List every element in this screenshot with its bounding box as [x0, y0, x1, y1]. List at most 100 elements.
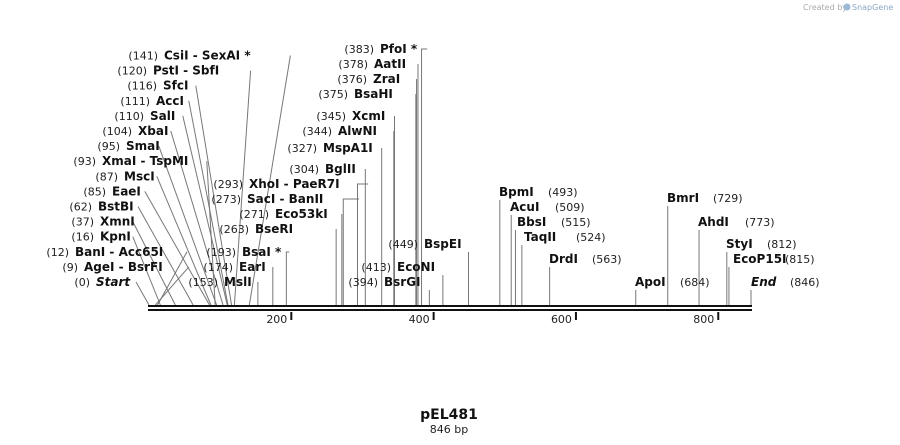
site-position: (684)	[680, 276, 710, 289]
enzyme-name: EaeI	[112, 184, 141, 198]
site-label-eari[interactable]: (174) EarI	[203, 260, 265, 274]
site-label-bspei[interactable]: (449) BspEI	[388, 237, 461, 251]
site-position: (9)	[62, 261, 78, 274]
leader-xmai-tspmi	[206, 161, 216, 306]
site-position: (304)	[289, 163, 319, 176]
enzyme-name: BsaHI	[354, 87, 393, 101]
site-label-bglii[interactable]: (304) BglII	[289, 162, 355, 176]
site-label-taqii[interactable]: TaqII (524)	[524, 230, 606, 244]
enzyme-name: PstI - SbfI	[153, 64, 219, 78]
site-label-start[interactable]: (0) Start	[74, 275, 131, 289]
enzyme-name: AhdI	[698, 215, 729, 229]
site-label-acci[interactable]: (111) AccI	[120, 94, 184, 108]
site-label-end[interactable]: End (846)	[751, 275, 820, 289]
site-label-sfci[interactable]: (116) SfcI	[127, 79, 188, 93]
tick-label: 200	[266, 313, 287, 326]
site-label-alwni[interactable]: (344) AlwNI	[302, 124, 377, 138]
site-label-xhoi-paer7i[interactable]: (293) XhoI - PaeR7I	[213, 177, 339, 191]
enzyme-name: Start	[96, 275, 131, 289]
enzyme-name: ApoI	[635, 275, 666, 289]
enzyme-name: XbaI	[138, 124, 168, 138]
enzyme-name: BsrGI	[384, 275, 421, 289]
site-label-bsahi[interactable]: (375) BsaHI	[318, 87, 393, 101]
site-label-bbsi[interactable]: BbsI (515)	[517, 215, 591, 229]
enzyme-name: MspA1I	[323, 141, 373, 155]
site-position: (120)	[117, 65, 147, 78]
site-position: (413)	[361, 261, 391, 274]
site-label-xcmi[interactable]: (345) XcmI	[316, 109, 385, 123]
site-position: (16)	[71, 231, 94, 244]
site-label-xmni[interactable]: (37) XmnI	[71, 215, 134, 229]
site-label-saci-banii[interactable]: (273) SacI - BanII	[211, 192, 323, 206]
site-label-eaei[interactable]: (85) EaeI	[83, 184, 141, 198]
site-position: (273)	[211, 193, 241, 206]
enzyme-name: BglII	[325, 162, 356, 176]
site-label-msci[interactable]: (87) MscI	[95, 169, 154, 183]
site-position: (37)	[71, 216, 94, 229]
leader-pfoi	[421, 48, 428, 305]
enzyme-name: BanI - Acc65I	[75, 245, 163, 259]
enzyme-name: EarI	[239, 260, 266, 274]
site-label-bseri[interactable]: (263) BseRI	[219, 222, 293, 236]
plasmid-name[interactable]: pEL481	[420, 407, 478, 423]
site-position: (563)	[592, 253, 622, 266]
site-label-zrai[interactable]: (376) ZraI	[337, 72, 400, 86]
enzyme-name: End	[751, 275, 777, 289]
site-label-eco53ki[interactable]: (271) Eco53kI	[239, 207, 327, 221]
site-label-styi[interactable]: StyI (812)	[726, 237, 797, 251]
enzyme-name: EcoNI	[397, 260, 435, 274]
tick-label: 400	[409, 313, 430, 326]
site-label-sali[interactable]: (110) SalI	[114, 109, 175, 123]
enzyme-name: SmaI	[126, 139, 160, 153]
enzyme-name: MscI	[124, 169, 155, 183]
site-label-smai[interactable]: (95) SmaI	[97, 139, 159, 153]
site-label-ahdi[interactable]: AhdI (773)	[698, 215, 775, 229]
leader-start	[135, 281, 150, 306]
site-label-mspa1i[interactable]: (327) MspA1I	[287, 141, 372, 155]
site-label-aatii[interactable]: (378) AatII	[338, 57, 406, 71]
site-position: (104)	[102, 125, 132, 138]
snapgene-logo-icon	[843, 3, 851, 11]
site-label-bsrgi[interactable]: (394) BsrGI	[348, 275, 420, 289]
site-position: (376)	[337, 73, 367, 86]
enzyme-name: ZraI	[373, 72, 400, 86]
site-label-bsai[interactable]: (193) BsaI *	[206, 245, 282, 259]
site-label-econi[interactable]: (413) EcoNI	[361, 260, 435, 274]
leader-lines	[132, 48, 752, 306]
leader-eaei	[144, 191, 210, 306]
site-position: (193)	[206, 246, 236, 259]
enzyme-name: TaqII	[524, 230, 556, 244]
enzyme-name: BmrI	[667, 191, 699, 205]
site-position: (271)	[239, 208, 269, 221]
site-label-msli[interactable]: (153) MslI	[188, 275, 251, 289]
site-position: (773)	[745, 216, 775, 229]
site-label-bmri[interactable]: BmrI (729)	[667, 191, 743, 205]
site-label-kpni[interactable]: (16) KpnI	[71, 230, 131, 244]
site-position: (85)	[83, 185, 106, 198]
backbone	[148, 305, 752, 311]
site-label-bstbi[interactable]: (62) BstBI	[69, 200, 133, 214]
site-label-csii-sexai[interactable]: (141) CsiI - SexAI *	[128, 49, 251, 63]
site-label-psti-sbfi[interactable]: (120) PstI - SbfI	[117, 64, 219, 78]
site-label-bpmi[interactable]: BpmI (493)	[499, 185, 578, 199]
site-label-drdi[interactable]: DrdI (563)	[549, 252, 622, 266]
site-label-apoi[interactable]: ApoI (684)	[635, 275, 710, 289]
site-label-pfoi[interactable]: (383) PfoI *	[344, 42, 417, 56]
enzyme-name: AccI	[156, 94, 184, 108]
enzyme-name: DrdI	[549, 252, 578, 266]
enzyme-name: BpmI	[499, 185, 534, 199]
site-label-bani-acc65i[interactable]: (12) BanI - Acc65I	[46, 245, 163, 259]
enzyme-name: StyI	[726, 237, 753, 251]
site-label-agei-bsrfi[interactable]: (9) AgeI - BsrFI	[62, 260, 162, 274]
site-label-acui[interactable]: AcuI (509)	[510, 200, 585, 214]
site-position: (12)	[46, 246, 69, 259]
site-label-xbai[interactable]: (104) XbaI	[102, 124, 168, 138]
enzyme-name: XmaI - TspMI	[102, 154, 188, 168]
enzyme-name: BsaI *	[242, 245, 282, 259]
site-label-ecop15i[interactable]: EcoP15I(815)	[733, 252, 815, 266]
enzyme-name: MslI	[224, 275, 252, 289]
site-position: (153)	[188, 276, 218, 289]
site-label-xmai-tspmi[interactable]: (93) XmaI - TspMI	[73, 154, 188, 168]
site-position: (293)	[213, 178, 243, 191]
tick-label: 600	[551, 313, 572, 326]
